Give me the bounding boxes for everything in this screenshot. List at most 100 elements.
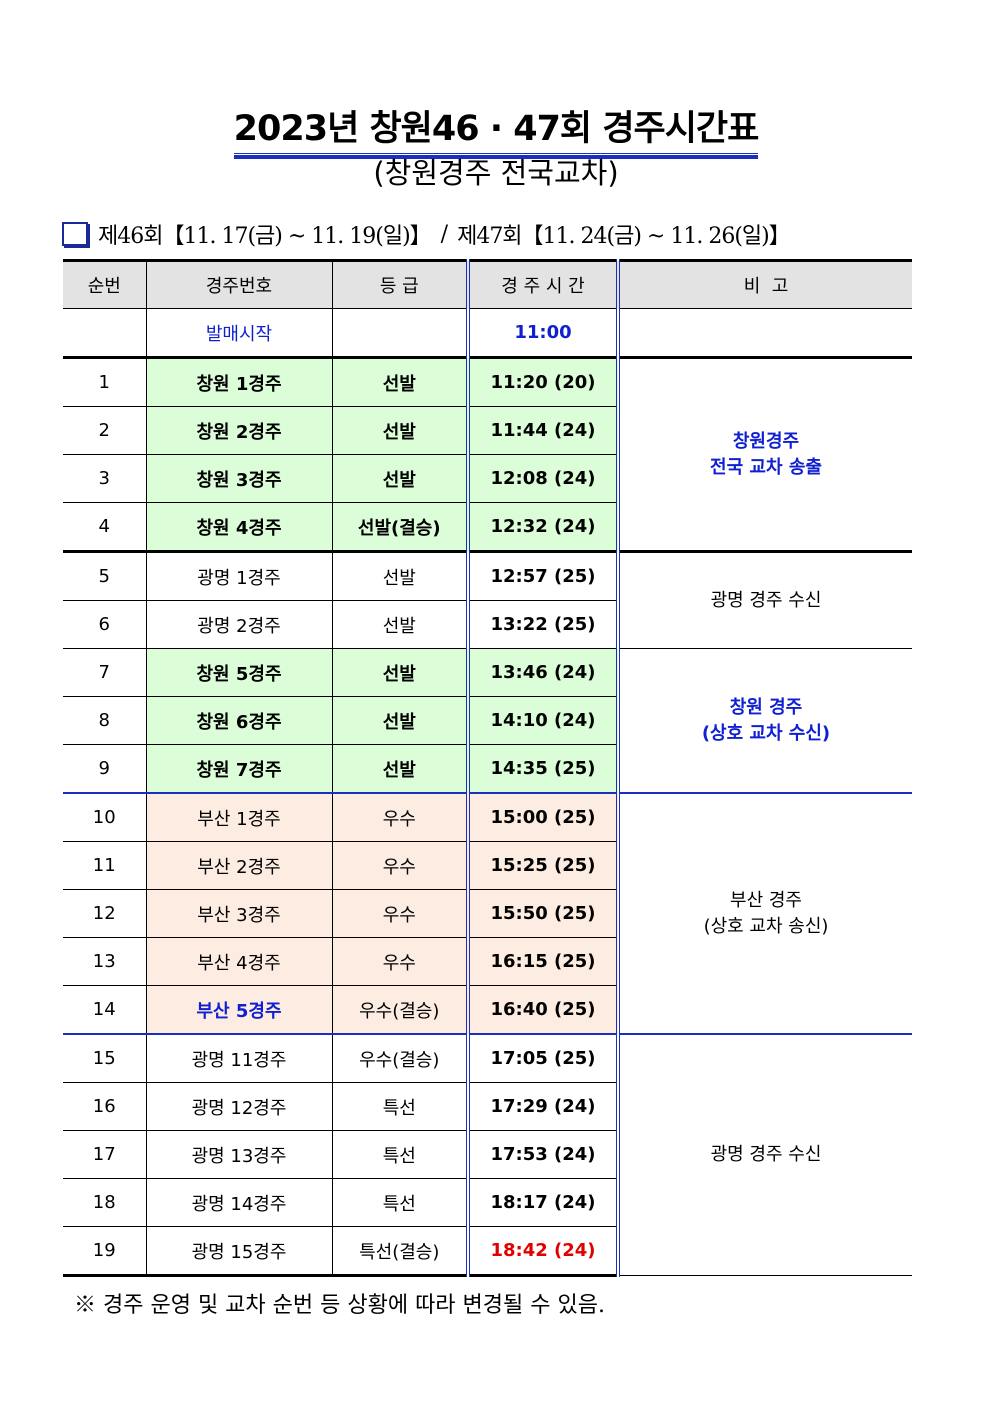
row-time: 15:25 (25)	[467, 841, 620, 890]
row-no: 5	[63, 550, 147, 601]
row-no: 19	[63, 1226, 147, 1277]
row-time: 16:15 (25)	[467, 937, 620, 986]
row-race: 광명 1경주	[145, 550, 333, 601]
table-header-row: 순번 경주번호 등 급 경 주 시 간 비 고	[63, 259, 912, 309]
period-line: 제46회【11. 17(금) ~ 11. 19(일)】 / 제47회【11. 2…	[62, 218, 791, 250]
table-row: 8 창원 6경주 선발 14:10 (24)	[63, 696, 912, 745]
row-time: 13:22 (25)	[467, 600, 620, 649]
row-grade: 선발	[331, 648, 470, 697]
note-line: 광명 경주 수신	[710, 589, 822, 611]
table-row: 13 부산 4경주 우수 16:15 (25)	[63, 937, 912, 986]
row-no: 8	[63, 696, 147, 745]
row-grade: 우수(결승)	[331, 985, 470, 1035]
row-grade: 선발(결승)	[331, 502, 470, 552]
row-note: 광명 경주 수신	[617, 550, 912, 649]
row-race: 창원 6경주	[145, 696, 333, 745]
table-row: 2 창원 2경주 선발 11:44 (24)	[63, 406, 912, 455]
page-title: 2023년 창원46 · 47회 경주시간표	[0, 100, 992, 156]
row-grade: 특선	[331, 1130, 470, 1179]
table-row: 15 광명 11경주 우수(결승) 17:05 (25) 광명 경주 수신	[63, 1033, 912, 1276]
header-race: 경주번호	[145, 259, 333, 309]
row-race: 부산 4경주	[145, 937, 333, 986]
row-no: 14	[63, 985, 147, 1035]
note-line: 창원경주	[732, 430, 800, 452]
row-time: 14:10 (24)	[467, 696, 620, 745]
start-label: 발매시작	[145, 308, 333, 358]
row-no: 4	[63, 502, 147, 552]
note-line: 부산 경주	[730, 889, 802, 911]
row-time: 17:05 (25)	[467, 1033, 620, 1083]
table-row: 12 부산 3경주 우수 15:50 (25)	[63, 889, 912, 938]
row-race: 광명 13경주	[145, 1130, 333, 1179]
note-line: (상호 교차 송신)	[703, 915, 829, 937]
row-race: 부산 2경주	[145, 841, 333, 890]
row-time: 15:00 (25)	[467, 792, 620, 842]
row-race: 광명 11경주	[145, 1033, 333, 1083]
row-race: 부산 3경주	[145, 889, 333, 938]
row-race: 광명 2경주	[145, 600, 333, 649]
row-race: 광명 14경주	[145, 1178, 333, 1227]
row-grade: 선발	[331, 550, 470, 601]
table-row: 4 창원 4경주 선발(결승) 12:32 (24)	[63, 502, 912, 552]
header-note: 비 고	[617, 259, 912, 309]
row-grade: 우수	[331, 889, 470, 938]
row-no: 18	[63, 1178, 147, 1227]
row-race: 광명 15경주	[145, 1226, 333, 1277]
row-no: 13	[63, 937, 147, 986]
table-row: 1 창원 1경주 선발 11:20 (20) 창원경주 전국 교차 송출	[63, 356, 912, 552]
row-time: 17:29 (24)	[467, 1082, 620, 1131]
row-no: 17	[63, 1130, 147, 1179]
start-note	[617, 308, 912, 358]
table-row: 3 창원 3경주 선발 12:08 (24)	[63, 454, 912, 503]
row-note: 창원경주 전국 교차 송출	[617, 356, 912, 552]
table-row: 17 광명 13경주 특선 17:53 (24)	[63, 1130, 912, 1179]
row-time: 18:42 (24)	[467, 1226, 620, 1277]
start-grade	[331, 308, 470, 358]
row-no: 10	[63, 792, 147, 842]
row-time: 13:46 (24)	[467, 648, 620, 697]
start-no	[63, 308, 147, 358]
row-time: 12:57 (25)	[467, 550, 620, 601]
row-grade: 특선(결승)	[331, 1226, 470, 1277]
row-no: 3	[63, 454, 147, 503]
row-grade: 선발	[331, 454, 470, 503]
row-race: 창원 5경주	[145, 648, 333, 697]
note-line: 광명 경주 수신	[710, 1144, 822, 1165]
row-no: 7	[63, 648, 147, 697]
period-47: 제47회【11. 24(금) ~ 11. 26(일)】	[457, 224, 791, 249]
row-time: 12:32 (24)	[467, 502, 620, 552]
row-time: 11:20 (20)	[467, 356, 620, 407]
row-race: 부산 1경주	[145, 792, 333, 842]
row-note: 광명 경주 수신	[617, 1033, 912, 1276]
race-schedule-table: 순번 경주번호 등 급 경 주 시 간 비 고 발매시작 11:00 1 창원 1…	[63, 259, 912, 1277]
table-row: 10 부산 1경주 우수 15:00 (25) 부산 경주 (상호 교차 송신)	[63, 792, 912, 1035]
row-time: 16:40 (25)	[467, 985, 620, 1035]
page-subtitle: (창원경주 전국교차)	[373, 156, 619, 190]
row-time: 12:08 (24)	[467, 454, 620, 503]
header-time: 경 주 시 간	[467, 259, 620, 309]
row-time: 18:17 (24)	[467, 1178, 620, 1227]
footnote: ※ 경주 운영 및 교차 순번 등 상황에 따라 변경될 수 있음.	[74, 1293, 605, 1318]
row-no: 12	[63, 889, 147, 938]
table-row: 5 광명 1경주 선발 12:57 (25) 광명 경주 수신	[63, 550, 912, 649]
row-no: 9	[63, 744, 147, 794]
start-time: 11:00	[467, 308, 620, 358]
row-grade: 우수	[331, 841, 470, 890]
row-race: 창원 4경주	[145, 502, 333, 552]
note-line: 창원 경주	[729, 696, 803, 718]
header-no: 순번	[63, 259, 147, 309]
row-time: 11:44 (24)	[467, 406, 620, 455]
row-grade: 우수	[331, 937, 470, 986]
row-race: 창원 2경주	[145, 406, 333, 455]
row-grade: 우수(결승)	[331, 1033, 470, 1083]
row-time: 15:50 (25)	[467, 889, 620, 938]
table-row: 7 창원 5경주 선발 13:46 (24) 창원 경주 (상호 교차 수신)	[63, 648, 912, 794]
period-46: 제46회【11. 17(금) ~ 11. 19(일)】	[98, 224, 432, 249]
row-note: 창원 경주 (상호 교차 수신)	[617, 648, 912, 794]
row-grade: 특선	[331, 1082, 470, 1131]
row-race: 부산 5경주	[145, 985, 333, 1035]
row-no: 11	[63, 841, 147, 890]
period-separator: /	[440, 221, 448, 247]
row-grade: 우수	[331, 792, 470, 842]
row-time: 17:53 (24)	[467, 1130, 620, 1179]
